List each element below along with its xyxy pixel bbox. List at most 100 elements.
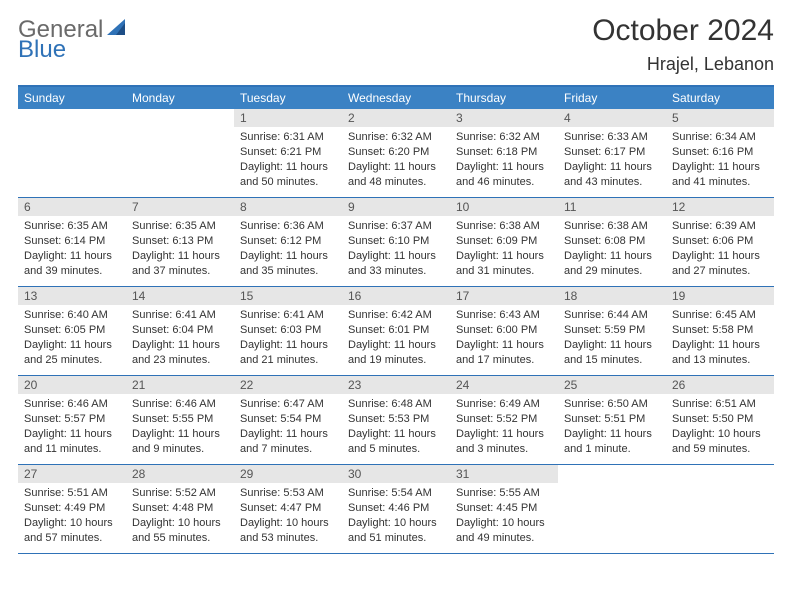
- sunset-line: Sunset: 6:21 PM: [240, 145, 336, 160]
- title-block: October 2024 Hrajel, Lebanon: [592, 14, 774, 75]
- dow-cell: Wednesday: [342, 87, 450, 109]
- day-number: 28: [126, 465, 234, 483]
- sunrise-line: Sunrise: 6:37 AM: [348, 219, 444, 234]
- day-cell: 17Sunrise: 6:43 AMSunset: 6:00 PMDayligh…: [450, 287, 558, 375]
- day-body: Sunrise: 6:47 AMSunset: 5:54 PMDaylight:…: [234, 394, 342, 460]
- day-number: 27: [18, 465, 126, 483]
- day-body: Sunrise: 6:38 AMSunset: 6:08 PMDaylight:…: [558, 216, 666, 282]
- day-cell-empty: [18, 109, 126, 197]
- day-number: 6: [18, 198, 126, 216]
- sunset-line: Sunset: 6:18 PM: [456, 145, 552, 160]
- sail-icon: [105, 18, 129, 42]
- sunrise-line: Sunrise: 5:54 AM: [348, 486, 444, 501]
- day-number: 20: [18, 376, 126, 394]
- day-cell: 31Sunrise: 5:55 AMSunset: 4:45 PMDayligh…: [450, 465, 558, 553]
- sunset-line: Sunset: 4:48 PM: [132, 501, 228, 516]
- sunrise-line: Sunrise: 6:43 AM: [456, 308, 552, 323]
- day-body: Sunrise: 5:54 AMSunset: 4:46 PMDaylight:…: [342, 483, 450, 549]
- day-number: 2: [342, 109, 450, 127]
- sunrise-line: Sunrise: 6:51 AM: [672, 397, 768, 412]
- daylight-line: Daylight: 11 hours and 46 minutes.: [456, 160, 552, 190]
- day-number: 22: [234, 376, 342, 394]
- sunrise-line: Sunrise: 6:48 AM: [348, 397, 444, 412]
- daylight-line: Daylight: 11 hours and 21 minutes.: [240, 338, 336, 368]
- day-cell: 16Sunrise: 6:42 AMSunset: 6:01 PMDayligh…: [342, 287, 450, 375]
- day-of-week-row: SundayMondayTuesdayWednesdayThursdayFrid…: [18, 87, 774, 109]
- day-body: Sunrise: 6:50 AMSunset: 5:51 PMDaylight:…: [558, 394, 666, 460]
- day-number: 5: [666, 109, 774, 127]
- sunrise-line: Sunrise: 6:50 AM: [564, 397, 660, 412]
- daylight-line: Daylight: 11 hours and 17 minutes.: [456, 338, 552, 368]
- sunset-line: Sunset: 5:59 PM: [564, 323, 660, 338]
- sunrise-line: Sunrise: 5:51 AM: [24, 486, 120, 501]
- daylight-line: Daylight: 11 hours and 3 minutes.: [456, 427, 552, 457]
- day-body: Sunrise: 6:32 AMSunset: 6:20 PMDaylight:…: [342, 127, 450, 193]
- dow-cell: Monday: [126, 87, 234, 109]
- day-cell: 14Sunrise: 6:41 AMSunset: 6:04 PMDayligh…: [126, 287, 234, 375]
- sunset-line: Sunset: 6:09 PM: [456, 234, 552, 249]
- dow-cell: Saturday: [666, 87, 774, 109]
- sunset-line: Sunset: 6:08 PM: [564, 234, 660, 249]
- day-cell: 7Sunrise: 6:35 AMSunset: 6:13 PMDaylight…: [126, 198, 234, 286]
- sunset-line: Sunset: 4:47 PM: [240, 501, 336, 516]
- day-body: Sunrise: 6:49 AMSunset: 5:52 PMDaylight:…: [450, 394, 558, 460]
- sunrise-line: Sunrise: 6:45 AM: [672, 308, 768, 323]
- day-cell: 23Sunrise: 6:48 AMSunset: 5:53 PMDayligh…: [342, 376, 450, 464]
- sunrise-line: Sunrise: 6:36 AM: [240, 219, 336, 234]
- daylight-line: Daylight: 11 hours and 48 minutes.: [348, 160, 444, 190]
- sunset-line: Sunset: 6:17 PM: [564, 145, 660, 160]
- day-number: 18: [558, 287, 666, 305]
- day-body: Sunrise: 6:32 AMSunset: 6:18 PMDaylight:…: [450, 127, 558, 193]
- week-row: 1Sunrise: 6:31 AMSunset: 6:21 PMDaylight…: [18, 109, 774, 198]
- sunset-line: Sunset: 5:51 PM: [564, 412, 660, 427]
- week-row: 13Sunrise: 6:40 AMSunset: 6:05 PMDayligh…: [18, 287, 774, 376]
- day-body: Sunrise: 6:38 AMSunset: 6:09 PMDaylight:…: [450, 216, 558, 282]
- day-body: Sunrise: 6:46 AMSunset: 5:55 PMDaylight:…: [126, 394, 234, 460]
- sunrise-line: Sunrise: 6:38 AM: [456, 219, 552, 234]
- day-cell: 29Sunrise: 5:53 AMSunset: 4:47 PMDayligh…: [234, 465, 342, 553]
- day-number: 21: [126, 376, 234, 394]
- day-body: Sunrise: 6:39 AMSunset: 6:06 PMDaylight:…: [666, 216, 774, 282]
- sunset-line: Sunset: 6:14 PM: [24, 234, 120, 249]
- sunrise-line: Sunrise: 6:31 AM: [240, 130, 336, 145]
- day-body: Sunrise: 6:44 AMSunset: 5:59 PMDaylight:…: [558, 305, 666, 371]
- day-cell: 2Sunrise: 6:32 AMSunset: 6:20 PMDaylight…: [342, 109, 450, 197]
- week-row: 20Sunrise: 6:46 AMSunset: 5:57 PMDayligh…: [18, 376, 774, 465]
- day-body: Sunrise: 6:33 AMSunset: 6:17 PMDaylight:…: [558, 127, 666, 193]
- calendar: SundayMondayTuesdayWednesdayThursdayFrid…: [18, 85, 774, 554]
- day-body: Sunrise: 6:43 AMSunset: 6:00 PMDaylight:…: [450, 305, 558, 371]
- day-number: 9: [342, 198, 450, 216]
- sunrise-line: Sunrise: 6:46 AM: [24, 397, 120, 412]
- week-row: 6Sunrise: 6:35 AMSunset: 6:14 PMDaylight…: [18, 198, 774, 287]
- day-cell: 26Sunrise: 6:51 AMSunset: 5:50 PMDayligh…: [666, 376, 774, 464]
- daylight-line: Daylight: 11 hours and 15 minutes.: [564, 338, 660, 368]
- day-number: 16: [342, 287, 450, 305]
- day-number: 3: [450, 109, 558, 127]
- day-cell: 9Sunrise: 6:37 AMSunset: 6:10 PMDaylight…: [342, 198, 450, 286]
- sunset-line: Sunset: 5:58 PM: [672, 323, 768, 338]
- day-number: 10: [450, 198, 558, 216]
- daylight-line: Daylight: 11 hours and 7 minutes.: [240, 427, 336, 457]
- daylight-line: Daylight: 11 hours and 50 minutes.: [240, 160, 336, 190]
- day-number: 11: [558, 198, 666, 216]
- day-body: Sunrise: 6:31 AMSunset: 6:21 PMDaylight:…: [234, 127, 342, 193]
- day-cell: 20Sunrise: 6:46 AMSunset: 5:57 PMDayligh…: [18, 376, 126, 464]
- day-body: Sunrise: 6:45 AMSunset: 5:58 PMDaylight:…: [666, 305, 774, 371]
- day-cell: 3Sunrise: 6:32 AMSunset: 6:18 PMDaylight…: [450, 109, 558, 197]
- sunset-line: Sunset: 6:01 PM: [348, 323, 444, 338]
- weeks-container: 1Sunrise: 6:31 AMSunset: 6:21 PMDaylight…: [18, 109, 774, 554]
- header: GeneralBlue October 2024 Hrajel, Lebanon: [18, 14, 774, 75]
- sunset-line: Sunset: 6:00 PM: [456, 323, 552, 338]
- sunset-line: Sunset: 5:55 PM: [132, 412, 228, 427]
- day-cell: 8Sunrise: 6:36 AMSunset: 6:12 PMDaylight…: [234, 198, 342, 286]
- daylight-line: Daylight: 11 hours and 1 minute.: [564, 427, 660, 457]
- sunset-line: Sunset: 6:12 PM: [240, 234, 336, 249]
- day-number: 15: [234, 287, 342, 305]
- daylight-line: Daylight: 11 hours and 19 minutes.: [348, 338, 444, 368]
- daylight-line: Daylight: 10 hours and 53 minutes.: [240, 516, 336, 546]
- sunset-line: Sunset: 6:04 PM: [132, 323, 228, 338]
- daylight-line: Daylight: 11 hours and 23 minutes.: [132, 338, 228, 368]
- day-number: 14: [126, 287, 234, 305]
- day-body: Sunrise: 6:34 AMSunset: 6:16 PMDaylight:…: [666, 127, 774, 193]
- day-number: 1: [234, 109, 342, 127]
